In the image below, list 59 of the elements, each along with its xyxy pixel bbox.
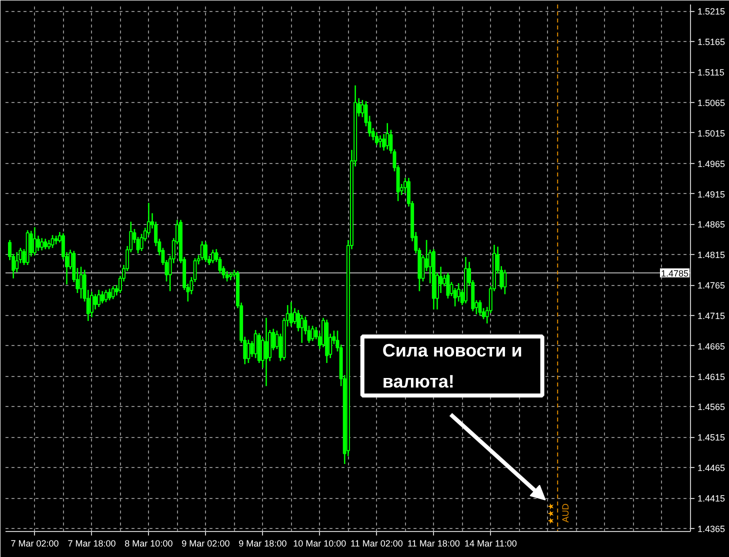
annotation: Сила новости и валюта! <box>382 340 522 392</box>
x-tick-label: 8 Mar 10:00 <box>124 538 173 548</box>
y-tick-label: 1.4415 <box>698 494 726 504</box>
candlestick <box>289 302 293 326</box>
candlestick <box>478 300 482 316</box>
candlestick <box>204 242 208 262</box>
candlestick <box>211 250 215 264</box>
candlestick <box>503 270 507 294</box>
candlestick <box>50 235 54 248</box>
ref-line-label: 1.4785 <box>660 268 689 278</box>
x-tick-label: 10 Mar 10:00 <box>293 538 346 548</box>
y-tick-label: 1.5015 <box>698 128 726 138</box>
candlestick <box>200 241 204 260</box>
candlestick <box>40 238 44 250</box>
candlestick <box>300 314 304 343</box>
x-tick-label: 11 Mar 18:00 <box>407 538 460 548</box>
x-tick-label: 7 Mar 18:00 <box>68 538 116 548</box>
y-tick-label: 1.4565 <box>698 402 726 412</box>
candlestick <box>310 326 314 342</box>
x-tick-label: 9 Mar 18:00 <box>238 538 287 548</box>
candlestick <box>378 135 382 148</box>
x-tick-label: 9 Mar 02:00 <box>182 538 230 548</box>
y-tick-label: 1.4615 <box>698 372 726 382</box>
candlestick <box>97 290 101 307</box>
y-tick-label: 1.5115 <box>698 68 724 78</box>
y-tick-label: 1.4365 <box>698 524 726 534</box>
y-tick-label: 1.5065 <box>698 98 726 108</box>
x-tick-label: 14 Mar 11:00 <box>464 538 517 548</box>
candlestick <box>100 291 104 304</box>
candlestick <box>44 238 48 250</box>
x-tick-label: 7 Mar 02:00 <box>10 538 59 548</box>
candlestick <box>111 286 115 300</box>
y-tick-label: 1.4915 <box>698 189 726 200</box>
candlestick <box>108 288 112 300</box>
candlestick <box>32 227 36 256</box>
y-tick-label: 1.5215 <box>698 6 726 17</box>
y-tick-label: 1.4865 <box>698 220 726 230</box>
candlestick <box>94 294 98 310</box>
candlestick <box>79 266 83 298</box>
candlestick <box>374 132 378 146</box>
candlestick <box>246 340 250 363</box>
y-tick-label: 1.4465 <box>698 463 726 474</box>
y-tick-label: 1.5165 <box>698 37 726 48</box>
y-tick-label: 1.4965 <box>698 158 726 169</box>
text: AUD <box>560 503 571 522</box>
x-tick-label: 11 Mar 02:00 <box>350 538 403 548</box>
y-tick-label: 1.4765 <box>698 280 726 291</box>
candlestick <box>36 236 40 251</box>
annotation: ★★★ <box>546 502 556 524</box>
candlestick <box>90 292 94 318</box>
y-tick-label: 1.4665 <box>698 341 726 352</box>
candlestick <box>386 123 390 150</box>
candlestick <box>104 290 108 302</box>
y-tick-label: 1.4715 <box>698 310 726 321</box>
candlestick <box>15 252 19 272</box>
y-tick-label: 1.4815 <box>698 250 726 260</box>
candlestick <box>264 318 268 386</box>
candlestick <box>446 272 450 298</box>
y-tick-label: 1.4515 <box>698 432 726 443</box>
